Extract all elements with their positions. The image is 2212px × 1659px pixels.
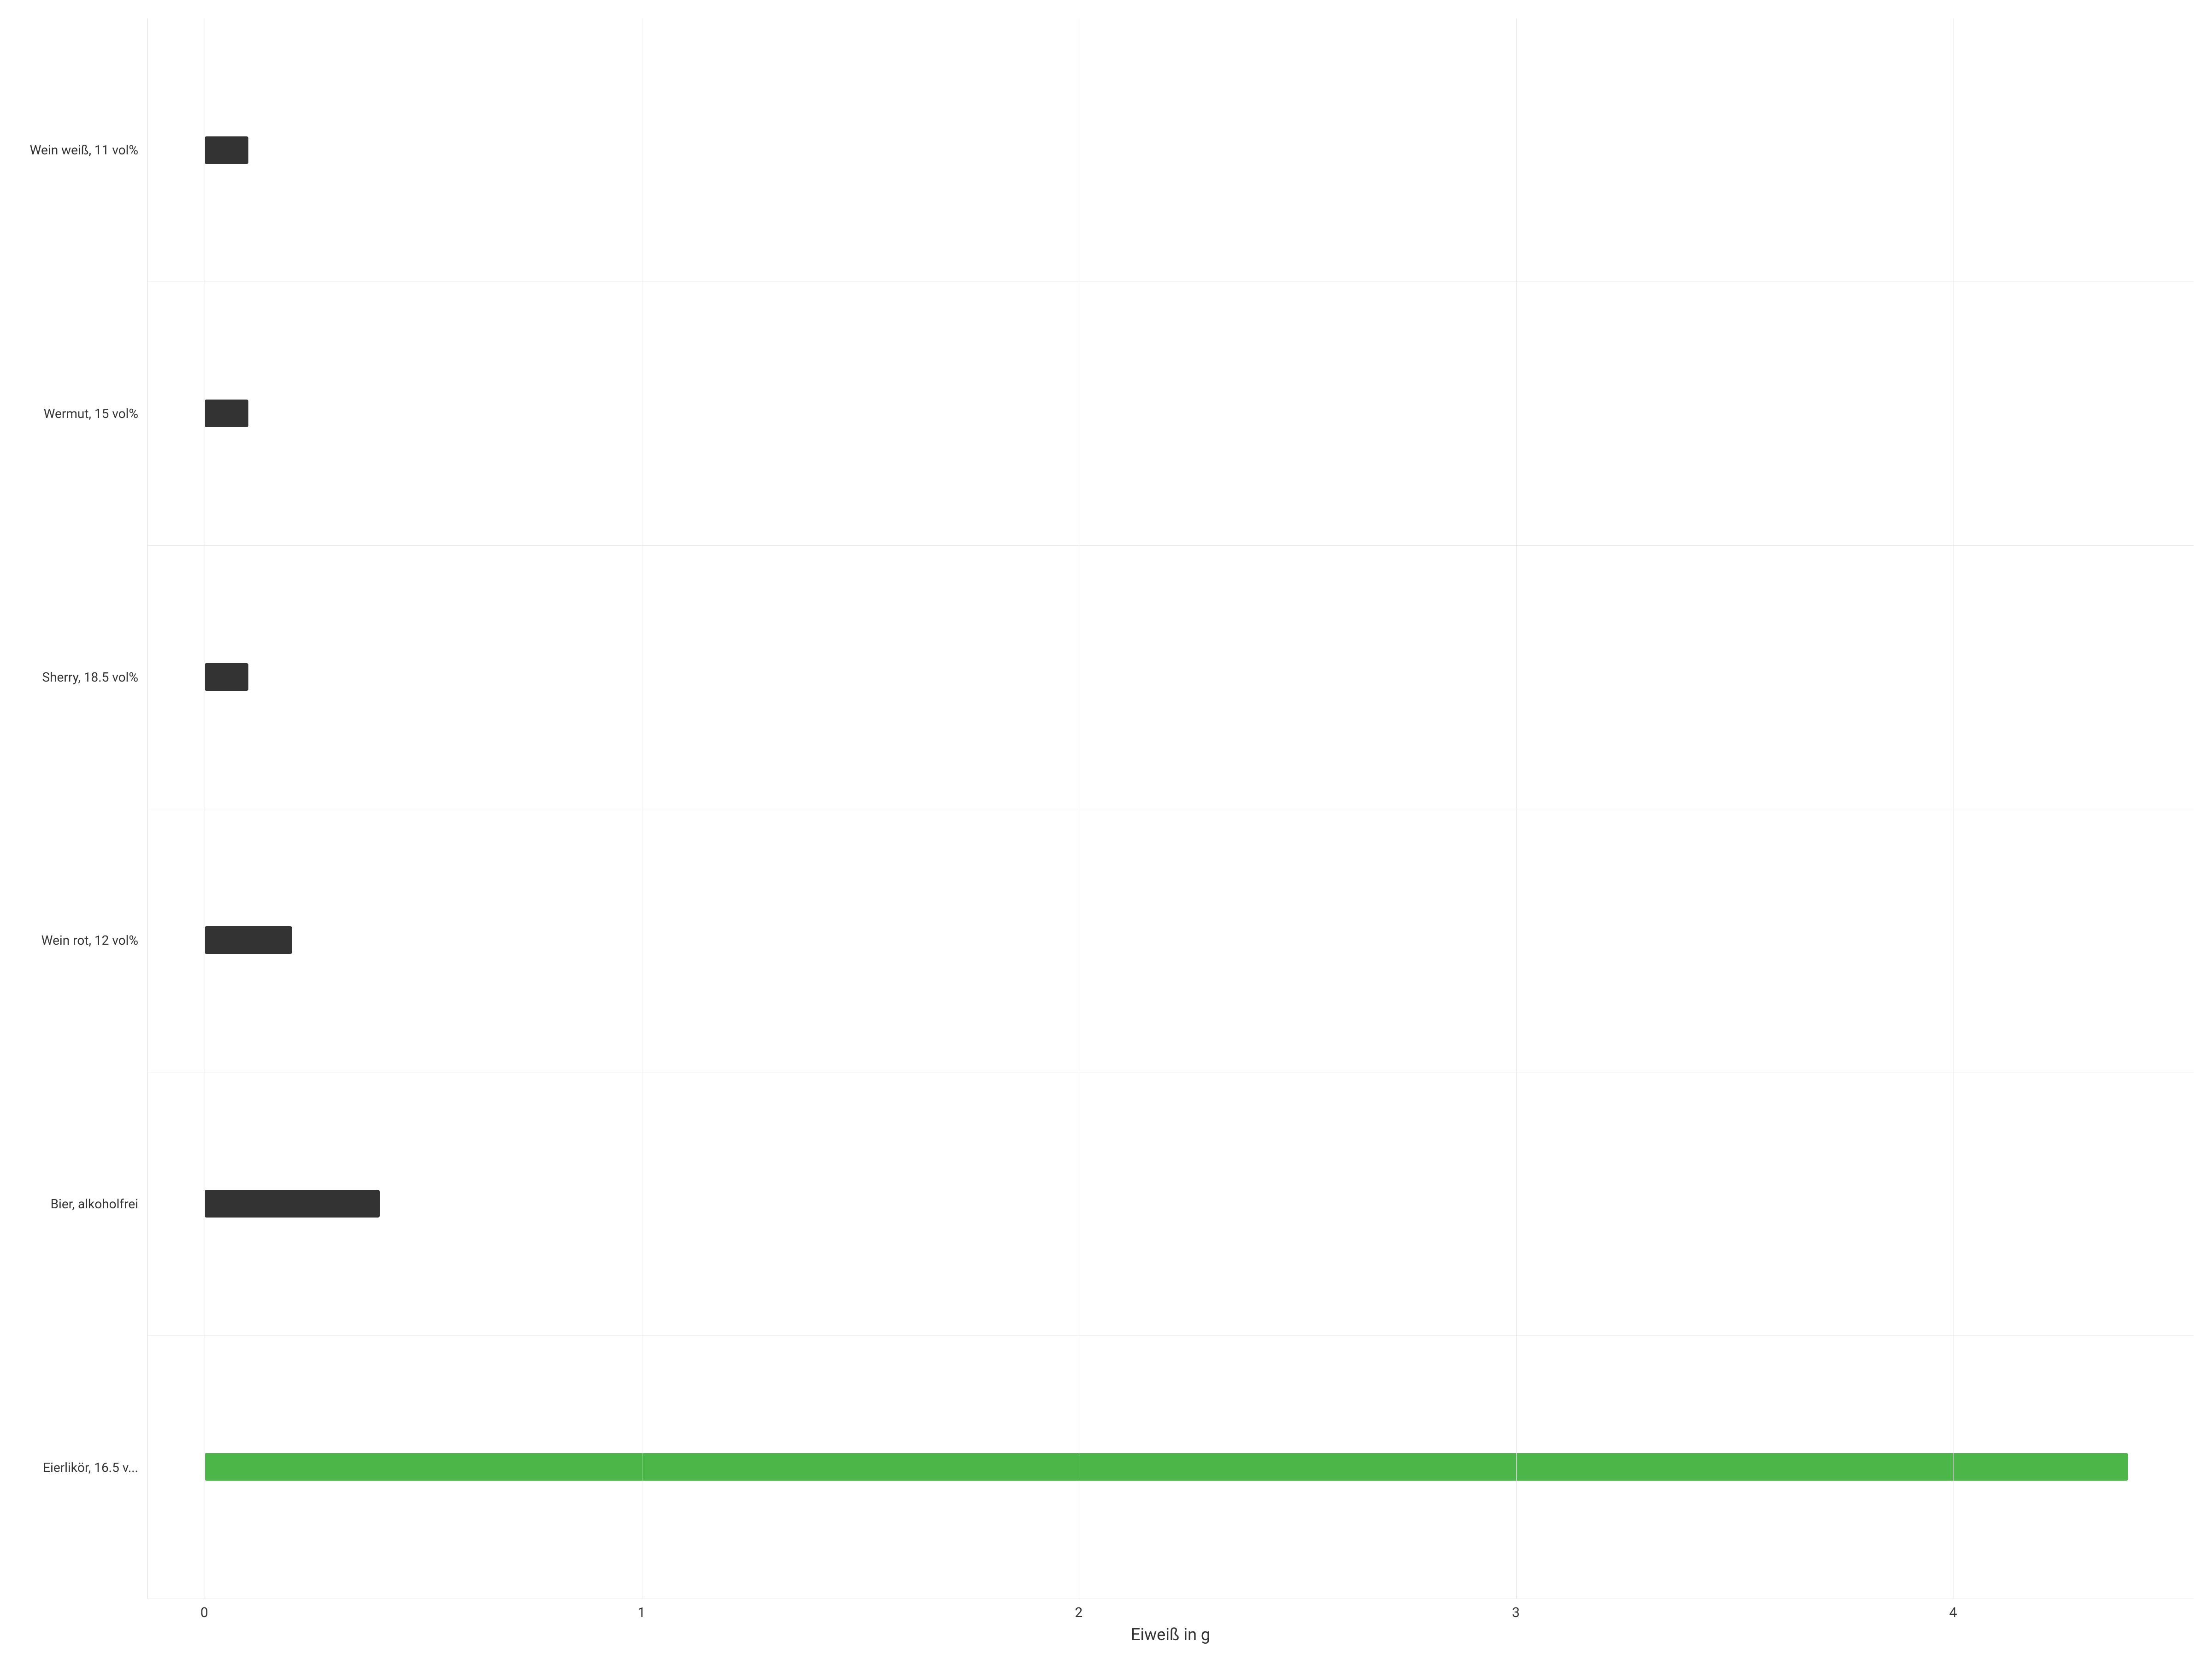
bar-slot — [148, 1453, 2194, 1481]
chart-container: Wein weiß, 11 vol% Wermut, 15 vol% Sherry,… — [0, 0, 2212, 1659]
y-axis-labels: Wein weiß, 11 vol% Wermut, 15 vol% Sherry,… — [9, 18, 147, 1599]
x-axis-label: Eiweiß in g — [1131, 1625, 1210, 1644]
y-axis-label: Bier, alkoholfrei — [9, 1196, 147, 1212]
plot-row: Wein weiß, 11 vol% Wermut, 15 vol% Sherry,… — [9, 18, 2194, 1599]
bar — [205, 926, 292, 954]
bar — [205, 1190, 379, 1218]
y-axis-label: Wermut, 15 vol% — [9, 406, 147, 421]
bar-slot — [148, 926, 2194, 954]
x-axis-tick: 0 — [200, 1605, 208, 1621]
bar-slot — [148, 136, 2194, 164]
bar — [205, 400, 248, 427]
y-axis-label: Wein rot, 12 vol% — [9, 933, 147, 948]
x-axis-row: Eiweiß in g 0 1 2 3 4 — [9, 1599, 2194, 1650]
x-axis-tick: 3 — [1512, 1605, 1520, 1621]
bar-slot — [148, 400, 2194, 427]
bar — [205, 663, 248, 691]
x-axis: Eiweiß in g 0 1 2 3 4 — [147, 1599, 2194, 1650]
bar — [205, 1453, 2128, 1481]
gridline-horizontal — [148, 545, 2194, 546]
x-axis-spacer — [9, 1599, 147, 1650]
x-axis-tick: 4 — [1949, 1605, 1957, 1621]
bar-slot — [148, 1190, 2194, 1218]
chart-inner: Wein weiß, 11 vol% Wermut, 15 vol% Sherry,… — [9, 18, 2194, 1650]
plot-area — [147, 18, 2194, 1599]
bar — [205, 136, 248, 164]
y-axis-label: Wein weiß, 11 vol% — [9, 142, 147, 158]
gridline-horizontal — [148, 1335, 2194, 1336]
x-axis-tick: 1 — [638, 1605, 646, 1621]
bar-slot — [148, 663, 2194, 691]
y-axis-label: Sherry, 18.5 vol% — [9, 670, 147, 685]
x-axis-tick: 2 — [1075, 1605, 1082, 1621]
y-axis-label: Eierlikör, 16.5 v... — [9, 1460, 147, 1475]
